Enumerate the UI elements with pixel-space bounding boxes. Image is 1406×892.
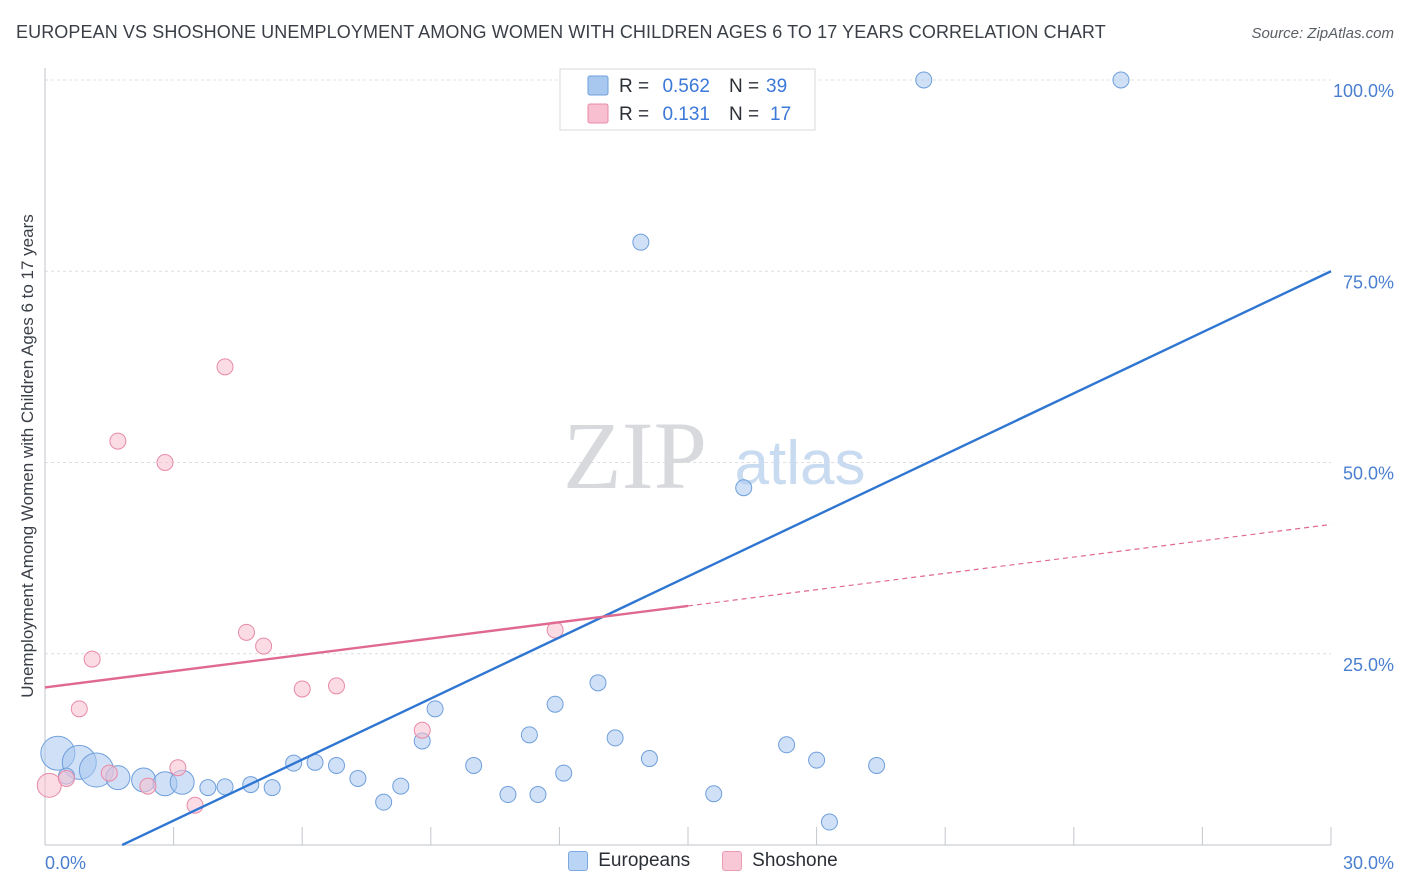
legend-item-shoshone[interactable]: Shoshone [722, 850, 838, 872]
y-tick-label-75: 75.0% [1343, 272, 1394, 292]
europeans-point-20 [499, 786, 517, 804]
shoshone-point-2 [70, 700, 88, 718]
europeans-point-34 [820, 813, 838, 831]
stats-n-label-europeans: N = [729, 76, 759, 97]
y-tick-label-50: 50.0% [1343, 464, 1394, 484]
europeans-point-36 [915, 71, 933, 89]
shoshone-point-13 [293, 680, 311, 698]
europeans-point-25 [589, 674, 607, 692]
legend-label-europeans: Europeans [598, 850, 691, 871]
shoshone-point-3 [83, 650, 101, 668]
europeans-point-23 [546, 695, 564, 713]
shoshone-point-14 [327, 677, 345, 695]
shoshone-point-10 [216, 358, 234, 376]
shoshone-trend-line [44, 604, 689, 689]
legend-swatch-europeans [568, 851, 589, 871]
trend-lines [44, 270, 1332, 847]
shoshone-trend-extension [687, 523, 1332, 607]
europeans-point-33 [808, 751, 826, 769]
chart-title: EUROPEAN VS SHOSHONE UNEMPLOYMENT AMONG … [16, 22, 1106, 42]
watermark-atlas: atlas [735, 429, 866, 498]
shoshone-point-6 [139, 777, 157, 795]
x-tick-label-max: 30.0% [1343, 853, 1394, 873]
europeans-point-10 [263, 779, 281, 797]
stats-n-label-shoshone: N = [729, 104, 759, 125]
y-tick-label-100: 100.0% [1333, 81, 1394, 101]
stats-n-value-europeans: 39 [766, 76, 787, 97]
data-points [36, 71, 1130, 831]
shoshone-point-7 [156, 454, 174, 471]
europeans-point-22 [520, 726, 538, 744]
shoshone-point-0 [36, 772, 62, 798]
europeans-point-16 [392, 777, 410, 795]
stats-swatch-europeans [587, 75, 609, 96]
europeans-point-26 [606, 729, 624, 747]
shoshone-point-4 [100, 764, 118, 782]
stats-r-value-europeans: 0.562 [662, 76, 710, 97]
shoshone-point-5 [109, 432, 127, 450]
europeans-point-27 [640, 750, 658, 768]
europeans-point-30 [735, 479, 753, 497]
europeans-point-13 [327, 756, 345, 774]
europeans-point-28 [632, 233, 650, 251]
europeans-point-15 [375, 793, 393, 811]
shoshone-point-1 [57, 769, 75, 787]
legend-item-europeans[interactable]: Europeans [568, 850, 690, 872]
europeans-point-18 [426, 700, 444, 718]
stats-box: R = 0.562 N = 39 R = 0.131 N = 17 [559, 68, 816, 131]
watermark-zip: ZIP [563, 402, 707, 509]
stats-swatch-shoshone [587, 103, 609, 124]
stats-r-label-shoshone: R = [619, 104, 649, 125]
europeans-point-24 [555, 764, 573, 782]
y-tick-labels: 25.0% 50.0% 75.0% 100.0% [1333, 81, 1394, 675]
shoshone-point-8 [169, 759, 187, 777]
shoshone-point-12 [255, 637, 273, 655]
y-tick-label-25: 25.0% [1343, 655, 1394, 675]
x-tick-label-min: 0.0% [45, 853, 86, 873]
europeans-point-32 [778, 736, 796, 754]
europeans-point-19 [465, 756, 483, 774]
legend-swatch-shoshone [722, 851, 743, 871]
europeans-trend-line [121, 270, 1332, 847]
legend: Europeans Shoshone [0, 850, 1406, 872]
europeans-point-37 [1112, 71, 1130, 89]
stats-r-value-shoshone: 0.131 [662, 104, 710, 125]
europeans-point-29 [705, 785, 723, 803]
grid-lines [45, 79, 1331, 655]
watermark: ZIP atlas [563, 402, 865, 509]
europeans-point-14 [349, 769, 367, 787]
stats-n-value-shoshone: 17 [770, 104, 791, 125]
legend-label-shoshone: Shoshone [752, 850, 838, 871]
shoshone-point-11 [237, 623, 255, 641]
europeans-point-21 [529, 786, 547, 804]
x-ticks [173, 827, 1332, 845]
europeans-point-7 [199, 779, 217, 797]
shoshone-point-15 [413, 721, 431, 739]
stats-r-label-europeans: R = [619, 76, 649, 97]
source-credit: Source: ZipAtlas.com [1251, 25, 1394, 42]
europeans-point-35 [868, 756, 886, 774]
